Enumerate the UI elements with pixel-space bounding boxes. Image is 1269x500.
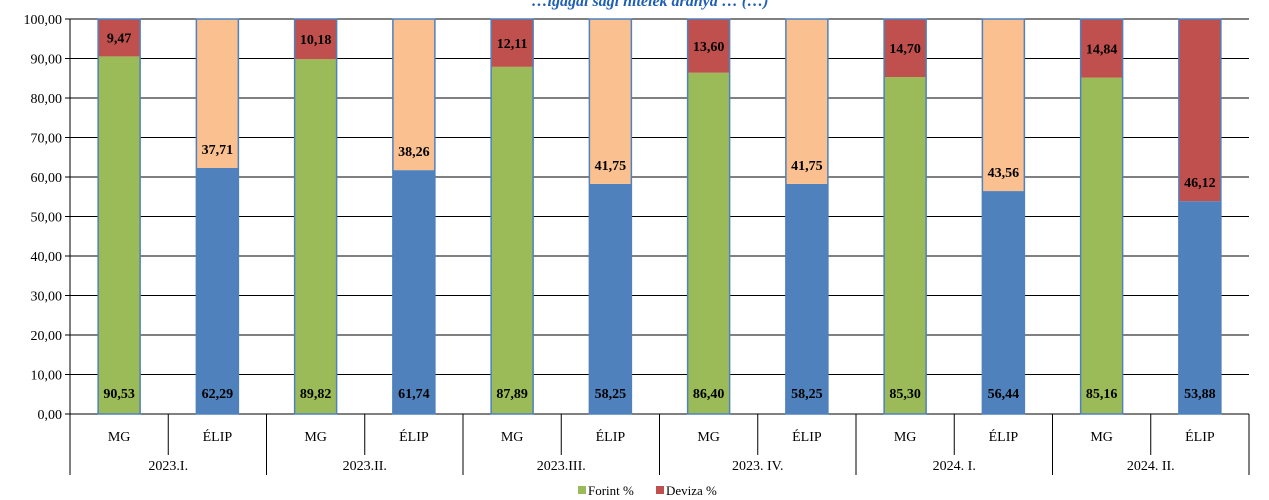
- y-tick-label: 50,00: [31, 211, 63, 226]
- bar-segment-deviza: [98, 19, 141, 57]
- bar-category-label: MG: [108, 430, 131, 445]
- bar-outline: [97, 18, 141, 415]
- data-label-lower: 89,82: [300, 387, 332, 402]
- chart-title: …lgágai sagi hitelek aránya … (…): [532, 0, 769, 10]
- legend: Forint % Deviza %: [578, 483, 717, 498]
- y-tick-label: 100,00: [24, 13, 63, 28]
- bar-category-label: MG: [894, 430, 917, 445]
- group-label: 2024. II.: [1127, 459, 1175, 474]
- y-tick-label: 40,00: [31, 250, 63, 265]
- legend-label: Deviza %: [666, 483, 717, 498]
- y-tick-label: 10,00: [31, 369, 63, 384]
- bar-outline: [1079, 18, 1124, 415]
- data-label-upper: 41,75: [791, 159, 823, 174]
- bar-category-label: ÉLIP: [1185, 428, 1215, 445]
- bar-segment-forint: [294, 59, 337, 414]
- bar-category-label: ÉLIP: [792, 428, 822, 445]
- bar-segment-deviza: [1178, 19, 1221, 202]
- grid-lines: [70, 18, 1249, 415]
- bar-category-label: MG: [697, 430, 720, 445]
- data-label-lower: 58,25: [791, 387, 823, 402]
- data-label-lower: 58,25: [595, 387, 627, 402]
- legend-label: Forint %: [588, 483, 634, 498]
- data-label-lower: 85,30: [889, 387, 921, 402]
- data-label-upper: 43,56: [988, 166, 1020, 181]
- data-label-upper: 9,47: [107, 32, 132, 47]
- data-label-upper: 13,60: [693, 40, 725, 55]
- bars: 90,53 9,47 62,29 37,71 89,82 10,18 61,74 38,26 8…: [97, 18, 1222, 415]
- group-label: 2023. IV.: [732, 459, 783, 474]
- data-label-lower: 86,40: [693, 387, 725, 402]
- bar-outline: [392, 18, 436, 415]
- group-label: 2024. I.: [933, 459, 976, 474]
- y-tick-label: 20,00: [31, 329, 63, 344]
- bar-category-label: ÉLIP: [596, 428, 626, 445]
- data-label-upper: 46,12: [1184, 176, 1216, 191]
- data-label-upper: 12,11: [497, 37, 528, 52]
- bar-segment-deviza: [1080, 19, 1123, 78]
- bar-segment-forint: [982, 191, 1025, 414]
- bar-outline: [195, 18, 240, 415]
- bar-segment-forint: [1080, 77, 1123, 415]
- data-label-lower: 62,29: [202, 387, 234, 402]
- data-label-upper: 41,75: [595, 159, 627, 174]
- y-tick-label: 30,00: [31, 290, 63, 305]
- legend-swatch: [578, 486, 586, 494]
- bar-segment-deviza: [589, 19, 632, 184]
- data-label-lower: 87,89: [496, 387, 528, 402]
- bar-segment-forint: [785, 183, 828, 414]
- bar-segment-deviza: [982, 19, 1025, 192]
- legend-swatch: [656, 486, 664, 494]
- bar-segment-forint: [392, 170, 435, 414]
- bar-category-label: MG: [1090, 430, 1113, 445]
- bar-segment-deviza: [884, 19, 927, 78]
- bar-outline: [490, 18, 534, 415]
- data-label-upper: 37,71: [202, 143, 234, 158]
- bar-category-label: ÉLIP: [203, 428, 233, 445]
- bar-category-label: MG: [501, 430, 524, 445]
- y-tick-label: 0,00: [38, 408, 63, 423]
- data-label-lower: 56,44: [988, 387, 1020, 402]
- bar-outline: [1178, 18, 1222, 415]
- data-label-lower: 85,16: [1086, 387, 1118, 402]
- bar-segment-forint: [589, 183, 632, 414]
- y-tick-label: 80,00: [31, 92, 63, 107]
- y-tick-label: 70,00: [31, 132, 63, 147]
- bar-outline: [293, 18, 338, 415]
- bar-category-label: MG: [304, 430, 327, 445]
- data-label-lower: 90,53: [103, 387, 135, 402]
- bar-segment-deviza: [196, 19, 239, 168]
- bar-segment-deviza: [491, 19, 534, 67]
- bar-segment-deviza: [294, 19, 337, 60]
- data-label-upper: 38,26: [398, 145, 430, 160]
- group-label: 2023.I.: [148, 459, 188, 474]
- data-label-upper: 14,84: [1086, 42, 1118, 57]
- bar-category-label: ÉLIP: [989, 428, 1019, 445]
- bar-outline: [785, 18, 829, 415]
- bar-outline: [883, 18, 927, 415]
- bar-segment-forint: [491, 66, 534, 414]
- bar-segment-forint: [1178, 201, 1221, 414]
- bar-segment-forint: [98, 56, 141, 415]
- bar-segment-deviza: [392, 19, 435, 171]
- bar-outline: [686, 18, 731, 415]
- group-label: 2023.II.: [343, 459, 387, 474]
- data-label-upper: 10,18: [300, 33, 332, 48]
- data-label-upper: 14,70: [889, 42, 921, 57]
- bar-segment-forint: [884, 77, 927, 414]
- bar-category-label: ÉLIP: [399, 428, 429, 445]
- axes: 0,00 10,00 20,00 30,00 40,00 50,00 60,00 70,00 8…: [24, 13, 1250, 475]
- y-tick-label: 60,00: [31, 171, 63, 186]
- bar-outline: [588, 18, 633, 415]
- bar-segment-deviza: [687, 19, 730, 73]
- bar-segment-forint: [196, 167, 239, 414]
- bar-segment-deviza: [785, 19, 828, 184]
- data-label-lower: 61,74: [398, 387, 430, 402]
- data-label-lower: 53,88: [1184, 387, 1216, 402]
- bar-segment-forint: [687, 72, 730, 414]
- y-tick-label: 90,00: [31, 53, 63, 68]
- bar-outline: [981, 18, 1026, 415]
- group-label: 2023.III.: [537, 459, 586, 474]
